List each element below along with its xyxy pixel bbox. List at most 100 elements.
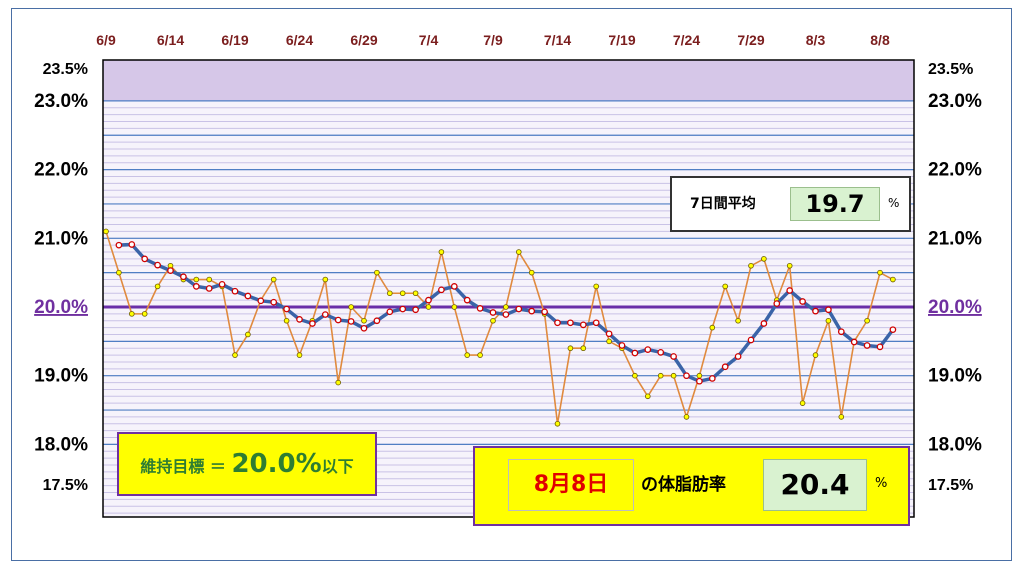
x-tick-label: 6/9 [96, 32, 116, 48]
average-point [850, 338, 858, 346]
average-point [554, 319, 561, 327]
average-point [128, 241, 136, 248]
daily-point [696, 372, 703, 379]
x-tick-label: 6/19 [221, 32, 248, 48]
x-tick-label: 6/14 [157, 32, 184, 48]
average-point [502, 311, 510, 318]
x-tick-label: 7/24 [673, 32, 700, 48]
daily-point [141, 311, 148, 317]
average-point [696, 377, 703, 385]
y-tick-label-left: 19.0% [34, 366, 88, 387]
daily-point [722, 283, 728, 290]
daily-point [606, 338, 612, 345]
x-tick-label: 7/29 [737, 32, 764, 48]
average-point [334, 316, 342, 324]
daily-point [116, 269, 122, 276]
today-value: 20.4 [763, 459, 867, 511]
y-tick-label-left: 17.5% [43, 477, 88, 494]
average-point [450, 283, 458, 290]
daily-point [515, 249, 522, 255]
average-point [270, 298, 278, 306]
daily-point [735, 317, 741, 324]
average-point [541, 308, 548, 316]
daily-point [864, 317, 870, 324]
daily-point [425, 304, 432, 310]
x-tick-label: 8/8 [870, 32, 890, 48]
x-tick-label: 6/29 [350, 32, 377, 48]
y-tick-label-left: 21.0% [34, 228, 88, 249]
daily-point [335, 379, 342, 386]
average-point [489, 309, 497, 316]
y-tick-label-left: 23.5% [43, 61, 88, 78]
average-point [734, 353, 742, 360]
average-point [786, 287, 794, 294]
average-point [154, 261, 161, 269]
average-point [747, 336, 755, 344]
today-date: 8月8日 [508, 459, 634, 511]
average-point [670, 353, 677, 360]
y-tick-label-left: 20.0% [34, 297, 88, 318]
average-point [386, 308, 394, 316]
average-point [799, 298, 806, 305]
average-point [309, 320, 316, 327]
average-point [205, 285, 213, 292]
target-text: 維持目標 ＝ 20.0%以下 [119, 434, 375, 494]
average-point [360, 324, 368, 332]
average-point [463, 296, 471, 304]
average-point [644, 346, 652, 353]
y-tick-label-right: 23.5% [928, 61, 973, 78]
daily-point [838, 414, 845, 420]
average-point [812, 307, 819, 315]
y-tick-label-left: 22.0% [34, 160, 88, 181]
daily-point [567, 345, 574, 352]
x-tick-label: 8/3 [806, 32, 826, 48]
y-tick-label-left: 18.0% [34, 434, 88, 455]
daily-point [464, 352, 471, 358]
daily-point [670, 372, 677, 379]
seven-day-average-panel: 7日間平均 19.7 % [670, 176, 911, 232]
target-prefix: 維持目標 ＝ [140, 457, 232, 476]
daily-point [129, 311, 135, 317]
daily-point [709, 324, 716, 331]
daily-point [799, 400, 806, 406]
daily-point [761, 256, 767, 262]
daily-point [877, 269, 883, 276]
average-label: 7日間平均 [690, 196, 756, 212]
average-value: 19.7 [790, 187, 880, 221]
target-suffix: 以下 [321, 457, 354, 476]
daily-point [283, 317, 290, 324]
daily-point [154, 283, 161, 290]
average-point [567, 319, 574, 327]
today-label: の体脂肪率 [641, 475, 726, 495]
average-point [373, 317, 381, 325]
average-point [528, 307, 536, 315]
average-point [141, 255, 149, 263]
average-point [438, 286, 445, 294]
today-unit: % [875, 476, 888, 491]
average-point [283, 305, 290, 313]
daily-point [412, 290, 419, 297]
average-point [592, 319, 600, 327]
daily-point [528, 269, 535, 276]
daily-point [270, 276, 277, 283]
daily-point [206, 276, 213, 283]
target-panel: 維持目標 ＝ 20.0%以下 [117, 432, 377, 496]
top-band [103, 60, 914, 101]
x-tick-label: 7/9 [483, 32, 503, 48]
average-point [425, 296, 432, 304]
daily-point [657, 372, 664, 379]
daily-point [193, 276, 200, 283]
y-tick-label-right: 18.0% [928, 434, 982, 455]
average-point [657, 348, 665, 356]
y-tick-label-right: 23.0% [928, 91, 982, 112]
daily-point [348, 304, 354, 310]
target-value: 20.0% [231, 449, 322, 479]
daily-point [825, 317, 832, 324]
x-tick-label: 7/14 [544, 32, 571, 48]
average-point [244, 292, 252, 300]
x-tick-label: 7/19 [608, 32, 635, 48]
average-point [863, 342, 871, 349]
average-point [760, 320, 768, 327]
average-point [167, 267, 174, 274]
average-point [476, 305, 484, 312]
